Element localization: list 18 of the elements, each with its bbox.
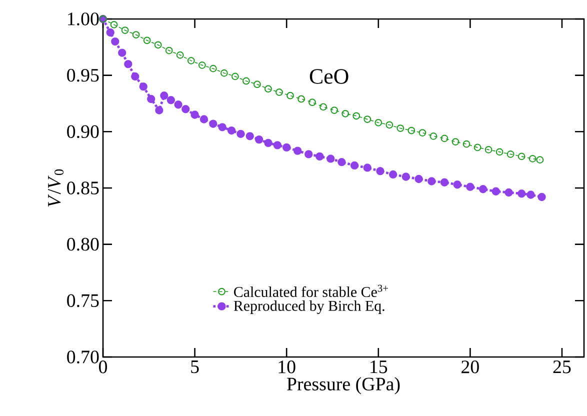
- y-tick-label: 0.80: [67, 238, 99, 251]
- y-tick-label: 0.75: [67, 294, 99, 308]
- y-tick-label: 1.00: [68, 12, 99, 26]
- y-tick-label: 0.70: [67, 350, 99, 364]
- x-tick-label: 0: [98, 360, 108, 374]
- text: CeO: [310, 69, 348, 84]
- x-tick-label: 25: [553, 360, 571, 374]
- x-tick-label: 5: [191, 360, 199, 374]
- legend-label: Calculated for stable Ce$^{3+}$: [234, 284, 388, 298]
- y-axis-title: V/V$_{0}$: [48, 169, 64, 207]
- legend-label: Reproduced by Birch Eq.: [234, 300, 384, 314]
- y-tick-label: 0.85: [67, 182, 99, 194]
- x-tick-label: 15: [370, 360, 388, 374]
- x-tick-label: 20: [462, 360, 479, 374]
- x-tick-label: 10: [278, 360, 296, 374]
- y-tick-label: 0.95: [67, 68, 99, 82]
- x-axis-title: Pressure (GPa): [287, 377, 400, 394]
- y-tick-label: 0.90: [67, 125, 99, 138]
